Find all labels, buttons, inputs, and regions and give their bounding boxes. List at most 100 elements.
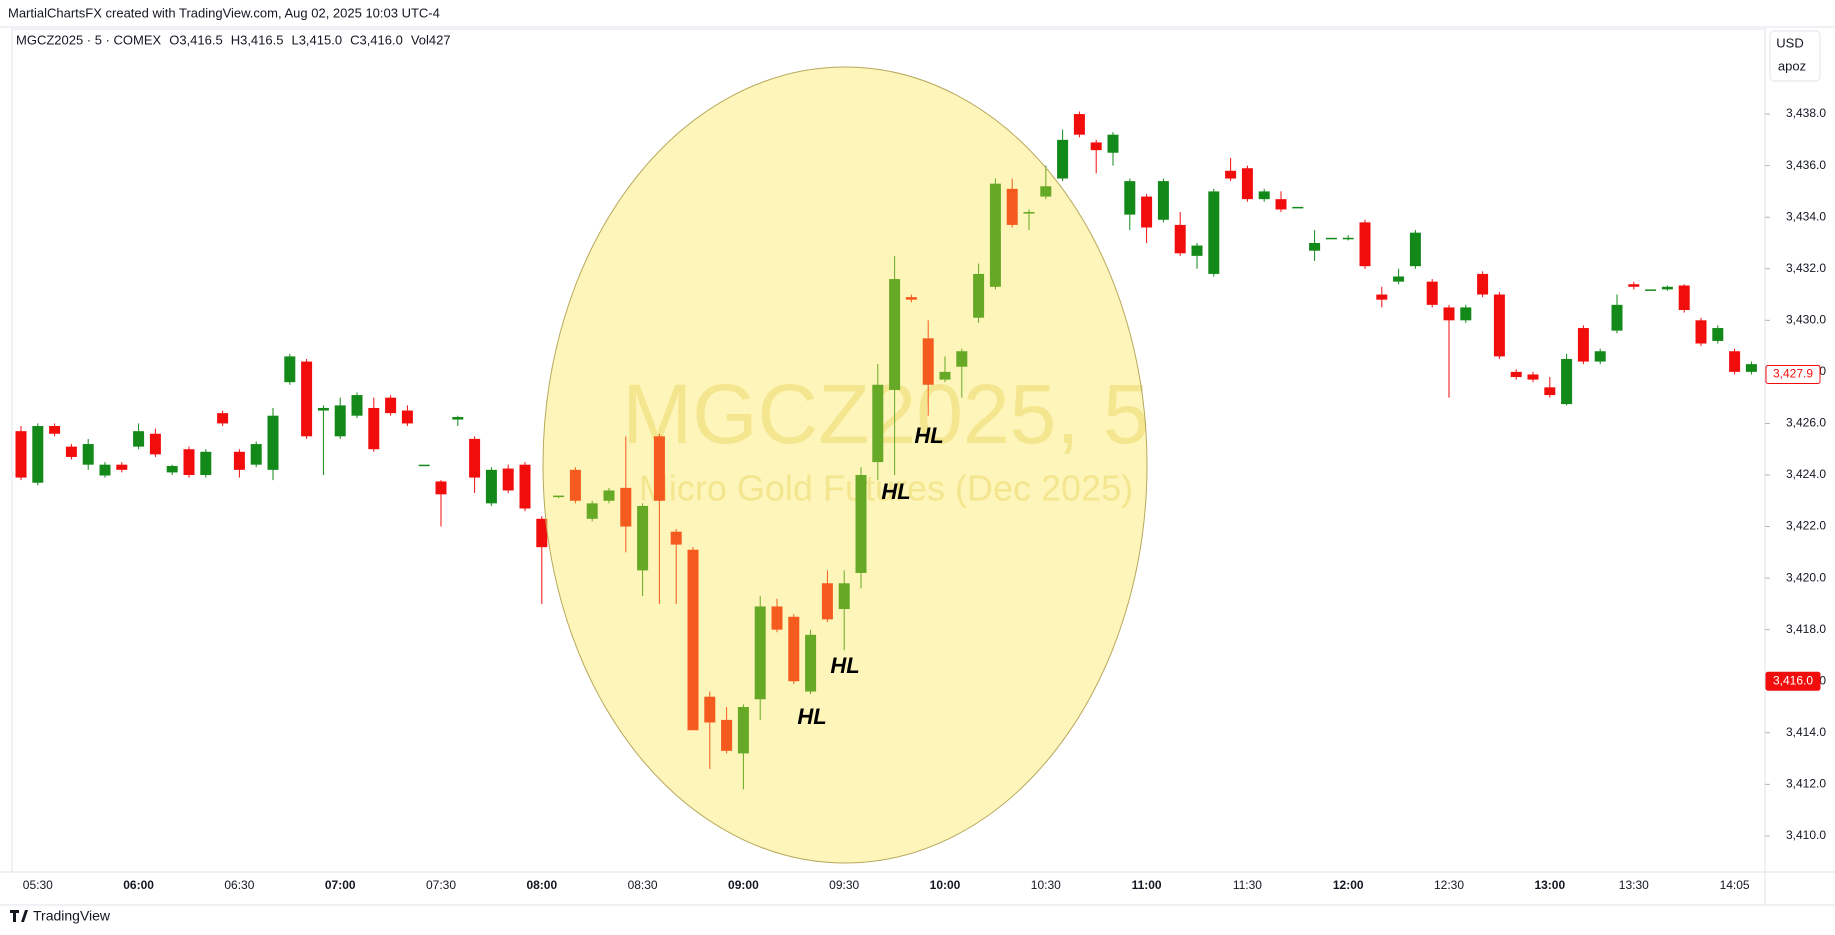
candle-body bbox=[1594, 351, 1606, 362]
candle-body bbox=[1527, 374, 1539, 380]
candle-body bbox=[1225, 170, 1237, 179]
candle-body bbox=[1745, 364, 1757, 372]
credit: MartialChartsFX created with TradingView… bbox=[8, 5, 440, 20]
candle-body bbox=[956, 351, 968, 367]
y-tick-label: 3,434.0 bbox=[1786, 209, 1826, 223]
x-tick-label: 09:00 bbox=[728, 878, 759, 892]
y-tick-label: 3,436.0 bbox=[1786, 158, 1826, 172]
candle-body bbox=[32, 426, 44, 483]
candle-body bbox=[1258, 191, 1270, 200]
candle-body bbox=[1510, 371, 1522, 378]
candle-body bbox=[771, 606, 783, 630]
candle-body bbox=[1577, 328, 1589, 362]
candle-body bbox=[905, 297, 917, 300]
x-tick-label: 14:05 bbox=[1720, 878, 1750, 892]
candle-body bbox=[637, 505, 649, 571]
candle-body bbox=[1359, 222, 1371, 267]
candle-body bbox=[284, 356, 296, 383]
candle-body bbox=[166, 465, 178, 473]
candle-body bbox=[1678, 285, 1690, 310]
candle-body bbox=[418, 464, 430, 467]
watermark-symbol: MGCZ2025, 5 bbox=[622, 367, 1150, 461]
y-tick-label: 3,410.0 bbox=[1786, 828, 1826, 842]
candle-body bbox=[1208, 191, 1220, 274]
candle-body bbox=[401, 410, 413, 424]
legend-item: H3,416.5 bbox=[231, 32, 284, 47]
candle-body bbox=[1561, 358, 1573, 405]
candle-body bbox=[1141, 196, 1153, 228]
x-tick-label: 11:30 bbox=[1233, 878, 1262, 892]
candle-body bbox=[536, 518, 548, 548]
candle-body bbox=[754, 606, 766, 700]
candle-body bbox=[872, 384, 884, 463]
candle-body bbox=[99, 464, 111, 476]
candle-body bbox=[721, 719, 733, 751]
y-tick-label: 3,414.0 bbox=[1786, 725, 1826, 739]
price-label-box bbox=[1765, 364, 1821, 384]
candle-body bbox=[855, 474, 867, 573]
y-tick-label: 3,432.0 bbox=[1786, 261, 1826, 275]
y-tick-label: 3,420.0 bbox=[1786, 570, 1826, 584]
candle-body bbox=[1409, 232, 1421, 267]
candle-body bbox=[1477, 273, 1489, 295]
candle-body bbox=[1544, 387, 1556, 396]
candle-body bbox=[435, 481, 447, 495]
candle-body bbox=[737, 707, 749, 754]
x-tick-label: 13:30 bbox=[1619, 878, 1649, 892]
x-tick-label: 05:30 bbox=[23, 878, 53, 892]
x-tick-label: 10:00 bbox=[930, 878, 961, 892]
brand: TradingView bbox=[33, 908, 111, 924]
x-tick-label: 06:30 bbox=[224, 878, 254, 892]
highlight-ellipse bbox=[542, 66, 1148, 864]
candle-body bbox=[553, 495, 565, 498]
price-label: 3,427.9 bbox=[1773, 367, 1813, 381]
legend-item: O3,416.5 bbox=[169, 32, 223, 47]
y-tick-label: 3,412.0 bbox=[1786, 777, 1826, 791]
candle-body bbox=[149, 433, 161, 455]
candle-body bbox=[334, 405, 346, 437]
candle-body bbox=[368, 407, 380, 450]
x-tick-label: 08:00 bbox=[526, 878, 557, 892]
candle-body bbox=[267, 415, 279, 470]
candle-body bbox=[939, 371, 951, 380]
candle-body bbox=[1460, 307, 1472, 321]
candle-body bbox=[704, 696, 716, 723]
candle-body bbox=[1023, 212, 1035, 214]
candle-body bbox=[1393, 276, 1405, 282]
y-tick-label: 3,418.0 bbox=[1786, 622, 1826, 636]
candle-body bbox=[1695, 320, 1707, 344]
candle-body bbox=[1174, 224, 1186, 254]
candle-body bbox=[183, 449, 195, 475]
x-tick-label: 10:30 bbox=[1031, 878, 1061, 892]
candle-body bbox=[1493, 294, 1505, 357]
candle-body bbox=[1611, 304, 1623, 331]
candle-body bbox=[1443, 307, 1455, 321]
unit: apoz bbox=[1778, 58, 1806, 73]
candle-body bbox=[821, 583, 833, 620]
candle-body bbox=[485, 469, 497, 504]
candle-body bbox=[973, 273, 985, 318]
candle-body bbox=[1309, 242, 1321, 251]
candle-body bbox=[1342, 237, 1354, 240]
annotation: HL bbox=[914, 423, 943, 448]
x-tick-label: 06:00 bbox=[123, 878, 154, 892]
candle-body bbox=[1292, 206, 1304, 209]
candles bbox=[15, 111, 1757, 790]
candle-body bbox=[603, 490, 615, 501]
x-tick-label: 09:30 bbox=[829, 878, 859, 892]
candle-body bbox=[838, 583, 850, 610]
currency-box[interactable] bbox=[1769, 30, 1821, 82]
x-tick-label: 12:30 bbox=[1434, 878, 1464, 892]
candle-body bbox=[1712, 328, 1724, 341]
candle-body bbox=[502, 468, 514, 491]
candle-body bbox=[569, 469, 581, 501]
candle-body bbox=[65, 446, 77, 457]
candle-body bbox=[1325, 237, 1337, 240]
candle-body bbox=[200, 451, 212, 475]
candle-body bbox=[805, 634, 817, 692]
candle-body bbox=[1006, 188, 1018, 225]
annotation: HL bbox=[830, 653, 859, 678]
candle-body bbox=[1645, 289, 1657, 291]
candle-body bbox=[687, 549, 699, 731]
